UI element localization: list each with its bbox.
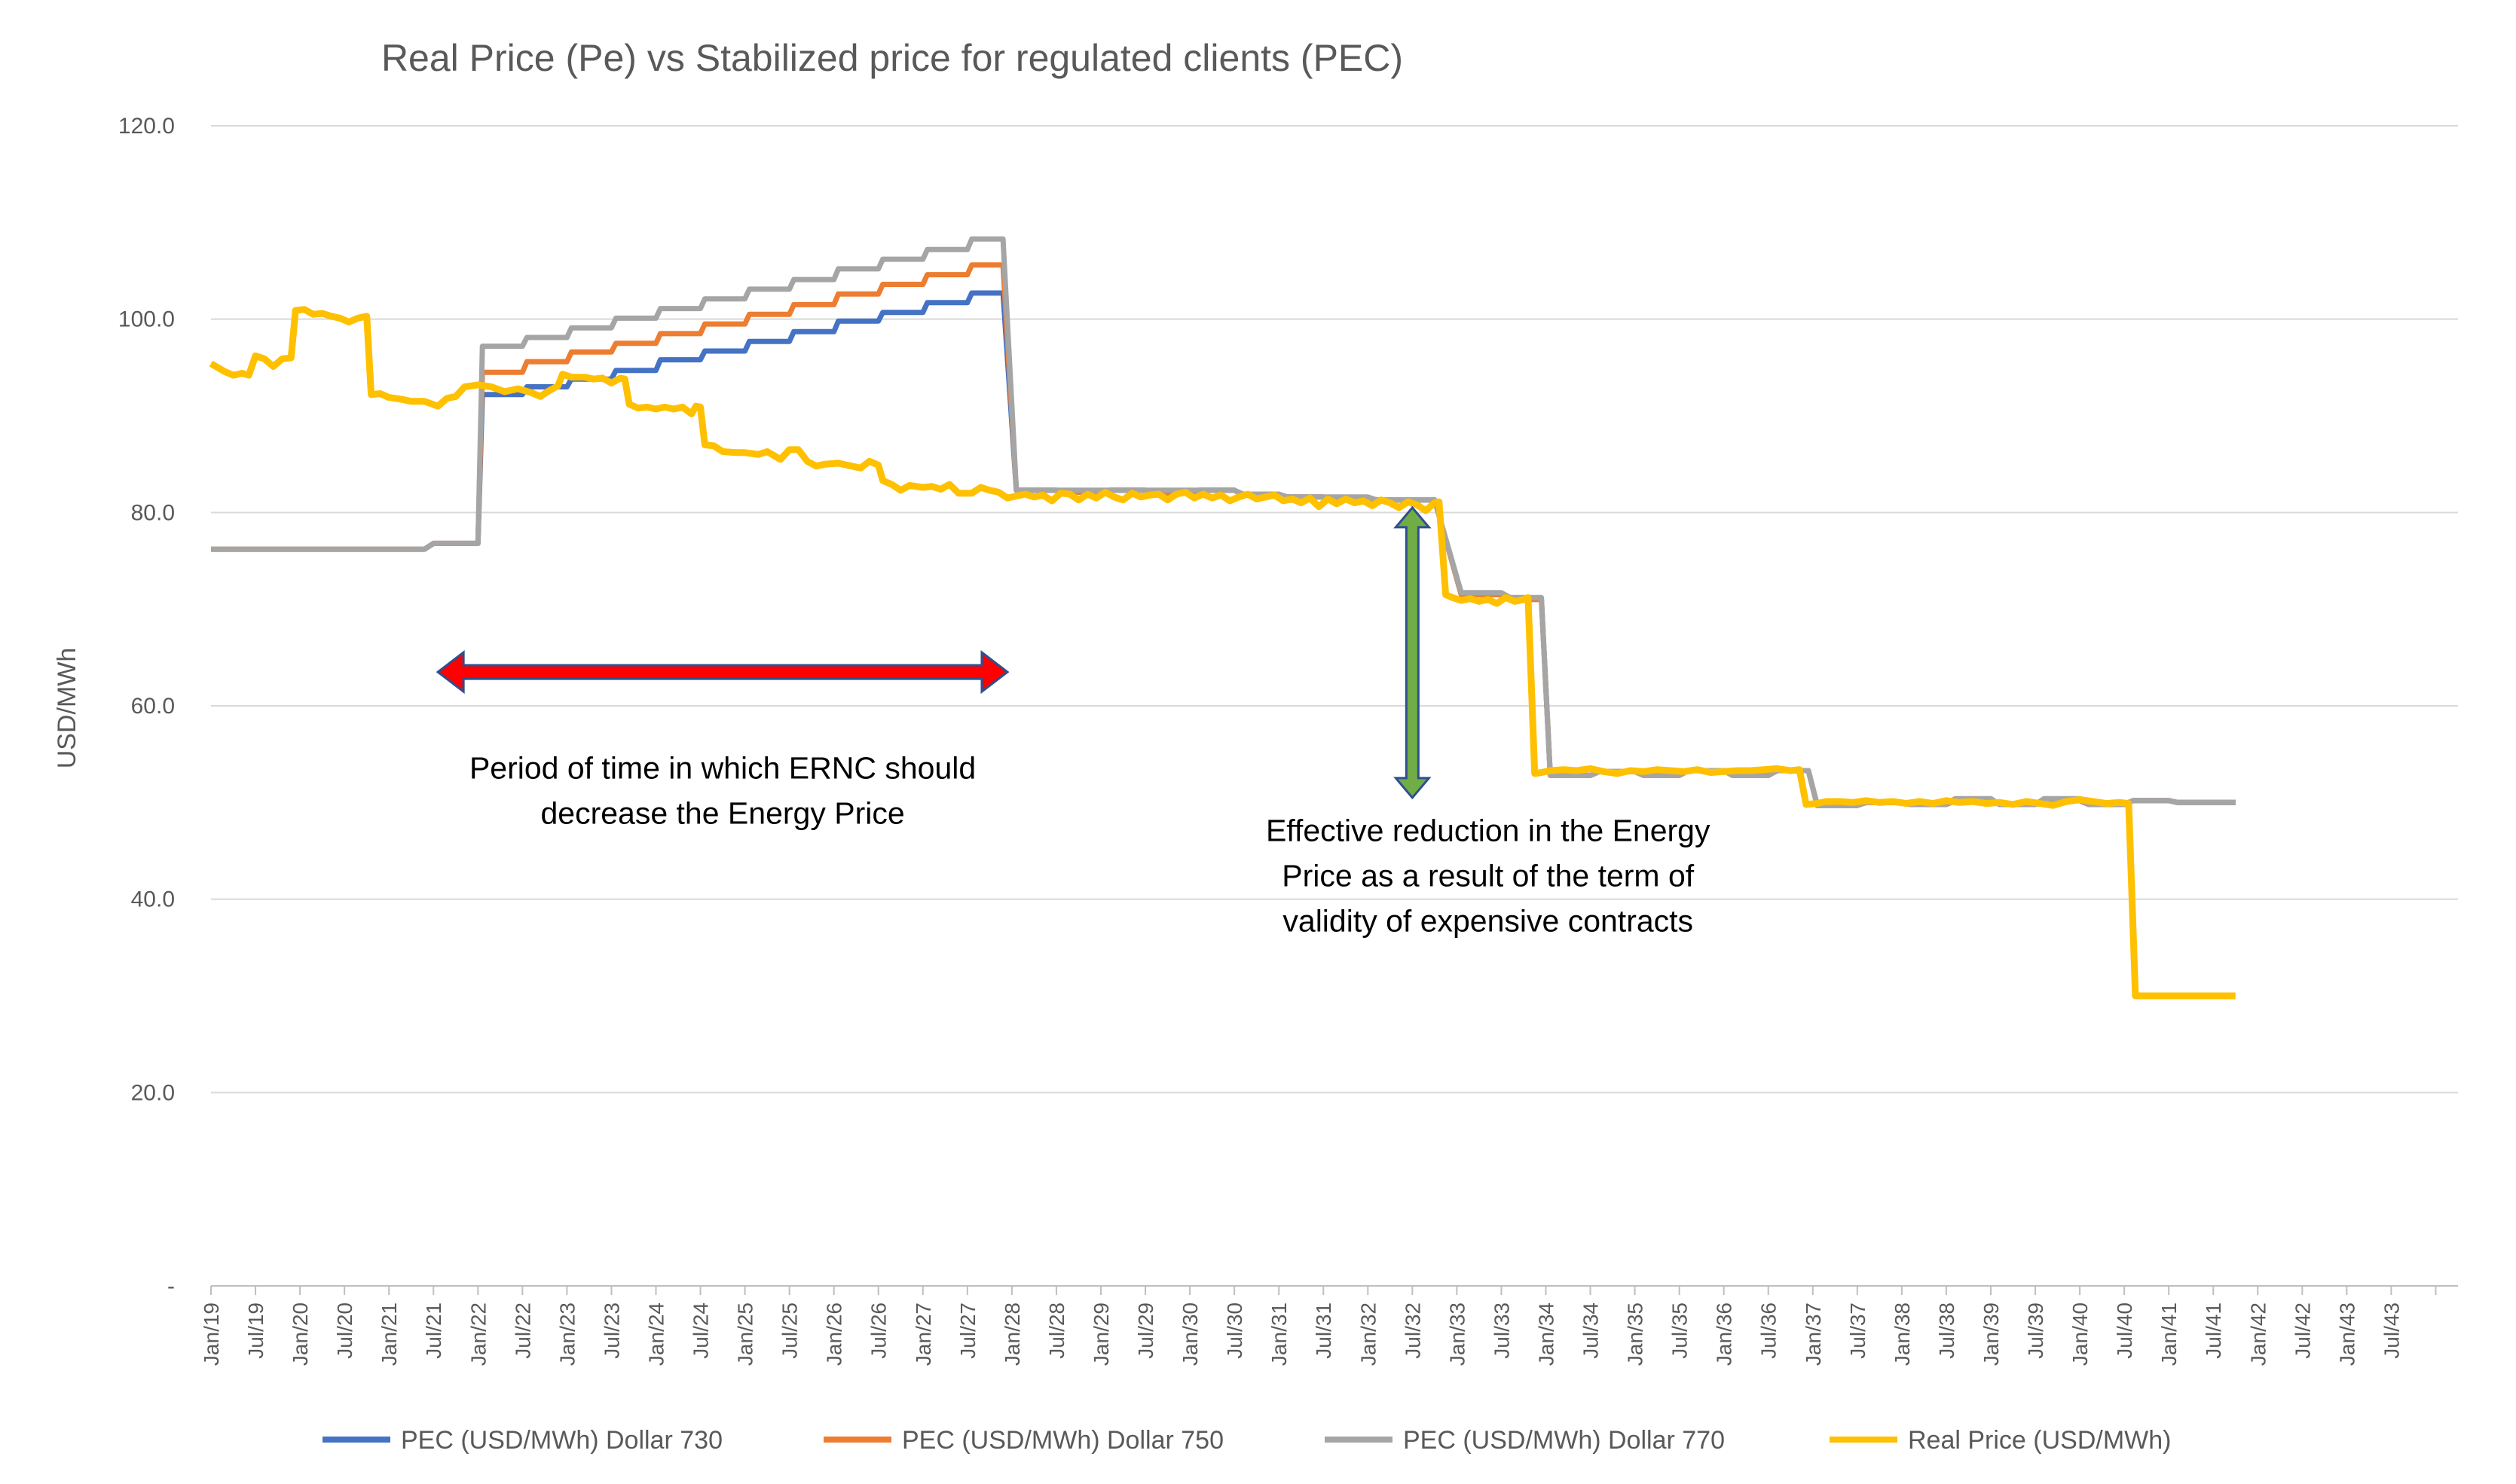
x-tick-label: Jul/43 (2380, 1302, 2403, 1359)
y-tick-label: 100.0 (118, 307, 175, 332)
x-tick-label: Jan/24 (644, 1302, 668, 1366)
series-line-3 (211, 236, 2236, 808)
x-tick-label: Jul/22 (511, 1302, 534, 1359)
green-arrow (1393, 505, 1432, 800)
y-tick-label: - (167, 1274, 175, 1299)
x-tick-label: Jul/33 (1490, 1302, 1513, 1359)
x-tick-label: Jan/40 (2068, 1302, 2092, 1366)
x-tick-label: Jul/32 (1401, 1302, 1424, 1359)
x-tick-label: Jan/34 (1534, 1302, 1558, 1366)
x-tick-label: Jan/30 (1179, 1302, 1202, 1366)
series-line-4 (209, 306, 2236, 1000)
x-tick-label: Jul/35 (1668, 1302, 1692, 1359)
annotation-text: decrease the Energy Price (540, 795, 904, 830)
x-axis: Jan/19 Jul/19 Jan/20 Jul/20 Jan/21 Jul/21 Jan/… (200, 1286, 2437, 1366)
x-tick-label: Jul/38 (1935, 1302, 1958, 1359)
annotations: Period of time in which ERNC should decre… (436, 505, 1710, 939)
y-tick-label: 20.0 (131, 1080, 175, 1105)
legend-label: PEC (USD/MWh) Dollar 730 (401, 1426, 723, 1455)
annotation-text: validity of expensive contracts (1282, 904, 1693, 939)
x-tick-label: Jan/31 (1267, 1302, 1291, 1366)
x-tick-label: Jan/43 (2335, 1302, 2359, 1366)
x-tick-label: Jan/21 (378, 1302, 401, 1366)
x-tick-label: Jul/28 (1045, 1302, 1068, 1359)
y-tick-label: 80.0 (131, 500, 175, 525)
x-tick-label: Jul/41 (2202, 1302, 2225, 1359)
annotation-text: Price as a result of the term of (1282, 859, 1695, 893)
x-tick-label: Jul/19 (244, 1302, 267, 1359)
chart-title: Real Price (Pe) vs Stabilized price for … (381, 37, 1403, 79)
legend-label: PEC (USD/MWh) Dollar 770 (1403, 1426, 1725, 1455)
x-tick-label: Jan/28 (1001, 1302, 1024, 1366)
x-tick-label: Jan/26 (823, 1302, 846, 1366)
x-tick-label: Jan/36 (1713, 1302, 1736, 1366)
x-tick-label: Jul/23 (600, 1302, 623, 1359)
x-tick-label: Jul/27 (956, 1302, 980, 1359)
annotation-text: Effective reduction in the Energy (1266, 814, 1710, 848)
x-tick-label: Jan/25 (734, 1302, 757, 1366)
x-tick-label: Jan/39 (1979, 1302, 2003, 1366)
y-tick-label: 40.0 (131, 887, 175, 912)
legend-label: PEC (USD/MWh) Dollar 750 (902, 1426, 1224, 1455)
x-tick-label: Jul/34 (1579, 1302, 1603, 1359)
x-tick-label: Jul/42 (2291, 1302, 2314, 1359)
x-tick-label: Jan/42 (2246, 1302, 2270, 1366)
x-tick-label: Jul/36 (1757, 1302, 1781, 1359)
grid (211, 125, 2458, 1287)
x-tick-label: Jul/39 (2024, 1302, 2047, 1359)
x-tick-label: Jan/23 (555, 1302, 579, 1366)
x-tick-label: Jul/20 (333, 1302, 356, 1359)
series-layer (209, 236, 2236, 1000)
x-tick-label: Jul/31 (1312, 1302, 1335, 1359)
x-tick-label: Jan/35 (1624, 1302, 1647, 1366)
x-tick-label: Jul/40 (2113, 1302, 2136, 1359)
x-tick-label: Jan/29 (1090, 1302, 1113, 1366)
x-tick-label: Jan/27 (912, 1302, 935, 1366)
y-axis-ticks: - 20.0 40.0 60.0 80.0 100.0 120.0 (118, 114, 175, 1299)
x-tick-label: Jan/22 (466, 1302, 490, 1366)
x-tick-label: Jan/41 (2157, 1302, 2181, 1366)
x-tick-label: Jul/37 (1846, 1302, 1869, 1359)
x-tick-label: Jan/33 (1445, 1302, 1469, 1366)
x-tick-label: Jan/20 (289, 1302, 312, 1366)
x-tick-label: Jan/19 (200, 1302, 223, 1366)
legend-label: Real Price (USD/MWh) (1908, 1426, 2171, 1455)
x-tick-label: Jan/32 (1356, 1302, 1380, 1366)
x-tick-label: Jan/38 (1891, 1302, 1914, 1366)
x-tick-label: Jul/30 (1223, 1302, 1246, 1359)
legend: PEC (USD/MWh) Dollar 730 PEC (USD/MWh) Do… (323, 1426, 2171, 1455)
annotation-text: Period of time in which ERNC should (469, 750, 976, 785)
x-tick-label: Jul/25 (778, 1302, 802, 1359)
x-tick-label: Jul/26 (867, 1302, 891, 1359)
y-tick-label: 120.0 (118, 114, 175, 139)
x-tick-label: Jul/24 (689, 1302, 713, 1359)
x-tick-label: Jul/21 (422, 1302, 445, 1359)
x-tick-label: Jan/37 (1802, 1302, 1825, 1366)
red-arrow (436, 650, 1010, 695)
x-tick-label: Jul/29 (1134, 1302, 1157, 1359)
y-axis-label: USD/MWh (53, 648, 81, 769)
y-tick-label: 60.0 (131, 694, 175, 719)
